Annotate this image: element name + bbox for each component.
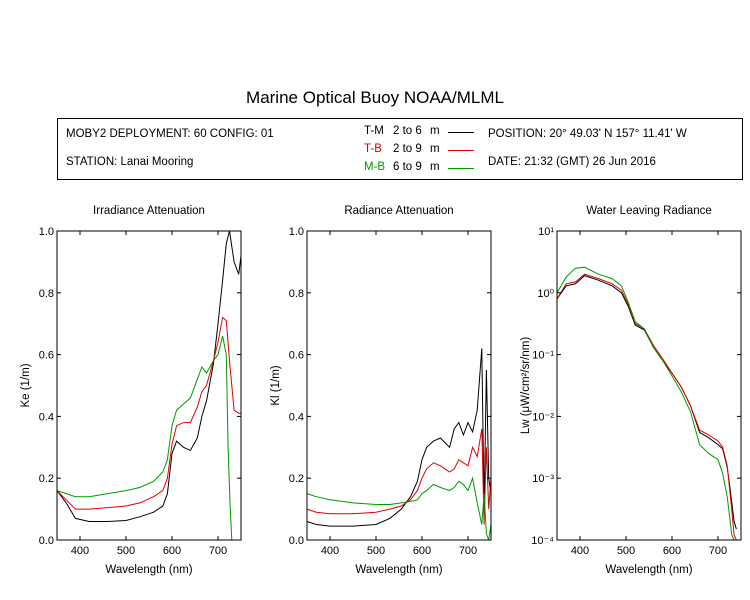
y-tick-label: 10⁻¹	[532, 350, 554, 362]
x-tick-label: 500	[617, 545, 635, 557]
y-tick-label: 0.8	[289, 288, 304, 300]
legend-unit-tm: m	[430, 125, 440, 137]
y-axis-label: Lw (μW/cm²/sr/nm)	[520, 337, 532, 435]
plot-frame	[306, 230, 492, 541]
x-tick-label: 600	[163, 545, 181, 557]
y-tick-label: 0.6	[289, 350, 304, 362]
series-line-m-b	[56, 335, 233, 541]
series-line-t-b	[556, 273, 737, 541]
x-axis-label: Wavelength (nm)	[605, 564, 692, 576]
series-line-m-b	[306, 476, 492, 541]
date-text: DATE: 21:32 (GMT) 26 Jun 2016	[488, 156, 656, 168]
chart-panel-1: 400 500 600 700 0.0 0.2 0.4 0.6 0.8 1.0 Wavelength…	[270, 226, 492, 576]
station-text: STATION: Lanai Mooring	[66, 156, 194, 168]
legend-line-tb	[448, 150, 474, 151]
y-tick-label: 0.2	[39, 473, 54, 485]
y-tick-label: 0.2	[289, 473, 304, 485]
panel-title-irradiance: Irradiance Attenuation	[93, 205, 205, 217]
series-line-t-m	[306, 348, 492, 527]
series-line-t-b	[56, 316, 241, 510]
x-tick-label: 500	[367, 545, 385, 557]
y-tick-label: 0.0	[289, 535, 304, 547]
y-axis-label: Kl (1/m)	[270, 365, 282, 405]
plot-frame	[556, 230, 742, 541]
x-tick-label: 400	[71, 545, 89, 557]
legend-code-tm: T-M	[364, 125, 384, 137]
y-tick-label: 0.4	[289, 411, 304, 423]
legend-range-tm: 2 to 6	[393, 125, 422, 137]
y-tick-label: 10⁰	[537, 288, 554, 300]
x-tick-label: 600	[413, 545, 431, 557]
x-axis-label: Wavelength (nm)	[355, 564, 442, 576]
info-box: MOBY2 DEPLOYMENT: 60 CONFIG: 01 STATION:…	[57, 118, 743, 180]
y-tick-label: 10⁻³	[532, 473, 554, 485]
y-tick-label: 0.8	[39, 288, 54, 300]
legend-range-tb: 2 to 9	[393, 143, 422, 155]
x-tick-label: 700	[209, 545, 227, 557]
x-tick-label: 600	[663, 545, 681, 557]
x-axis-label: Wavelength (nm)	[105, 564, 192, 576]
legend-line-tm	[448, 132, 474, 133]
x-tick-label: 400	[571, 545, 589, 557]
series-line-t-m	[556, 275, 737, 530]
y-tick-label: 10⁻⁴	[531, 535, 554, 547]
y-tick-label: 1.0	[39, 226, 54, 238]
legend-code-mb: M-B	[364, 161, 386, 173]
legend-code-tb: T-B	[364, 143, 382, 155]
y-tick-label: 0.6	[39, 350, 54, 362]
legend-unit-mb: m	[430, 161, 440, 173]
panel-title-radiance: Radiance Attenuation	[344, 205, 454, 217]
series-line-t-m	[56, 230, 242, 522]
deployment-text: MOBY2 DEPLOYMENT: 60 CONFIG: 01	[66, 128, 274, 140]
x-tick-label: 500	[117, 545, 135, 557]
x-tick-label: 700	[459, 545, 477, 557]
y-tick-label: 0.0	[39, 535, 54, 547]
panel-title-water-leaving: Water Leaving Radiance	[586, 205, 712, 217]
position-text: POSITION: 20° 49.03' N 157° 11.41' W	[488, 128, 687, 140]
y-tick-label: 1.0	[289, 226, 304, 238]
y-tick-label: 10⁻²	[532, 411, 554, 423]
x-tick-label: 400	[321, 545, 339, 557]
series-line-m-b	[556, 266, 735, 541]
y-axis-label: Ke (1/m)	[20, 363, 32, 407]
y-tick-label: 10¹	[538, 226, 554, 238]
x-tick-label: 700	[709, 545, 727, 557]
y-tick-label: 0.4	[39, 411, 54, 423]
legend-line-mb	[448, 168, 474, 169]
legend-range-mb: 6 to 9	[393, 161, 422, 173]
chart-panel-2: 400 500 600 700 10¹ 10⁰ 10⁻¹ 10⁻² 10⁻³ 10⁻⁴ Wavele…	[520, 226, 742, 576]
plot-frame	[56, 230, 242, 541]
chart-title: Marine Optical Buoy NOAA/MLML	[246, 88, 504, 107]
series-line-t-b	[306, 428, 492, 525]
legend-unit-tb: m	[430, 143, 440, 155]
chart-panel-0: 400 500 600 700 0.0 0.2 0.4 0.6 0.8 1.0 Wavelength…	[20, 226, 242, 576]
